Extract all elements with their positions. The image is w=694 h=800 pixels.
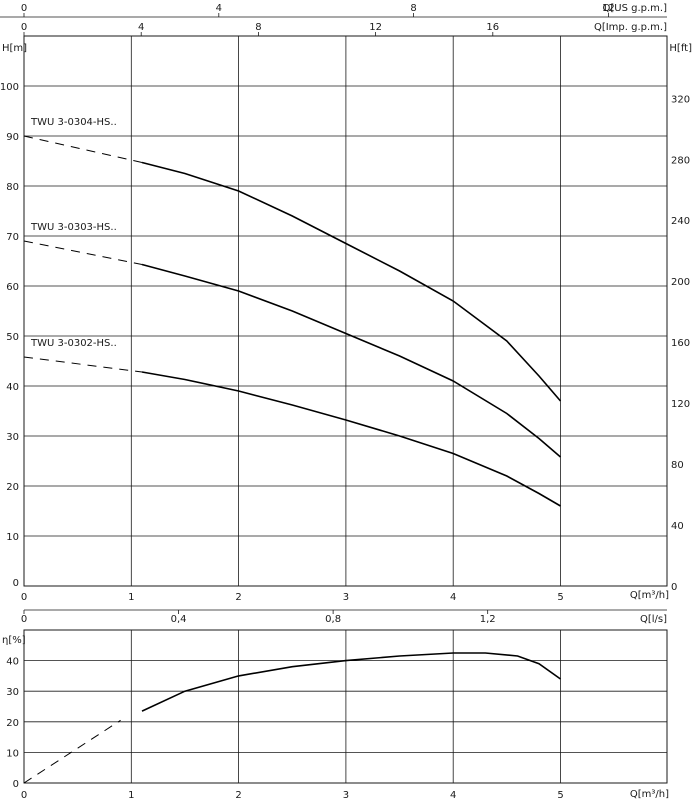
h-x-tick-label: 4 (450, 592, 456, 603)
h-y2-tick-label: 240 (671, 216, 690, 227)
h-y-tick-label: 100 (0, 82, 19, 93)
ls-axis-label: Q[l/s] (640, 614, 667, 625)
us-gpm-tick-label: 12 (602, 3, 615, 14)
eta-y-tick-label: 0 (13, 779, 19, 790)
h-y2-tick-label: 320 (671, 94, 690, 105)
h-y-tick-label: 20 (6, 482, 19, 493)
eta-x-tick-label: 5 (557, 790, 563, 800)
eta-curve-series-0 (141, 652, 561, 712)
h-x-axis-label: Q[m³/h] (630, 590, 669, 601)
h-y2-tick-label: 200 (671, 277, 690, 288)
h-y-tick-label: 10 (6, 532, 19, 543)
eta-x-tick-label: 3 (343, 790, 349, 800)
h-curve-series-0 (141, 161, 562, 402)
eta-plot-frame (23, 629, 668, 784)
h-y2-axis-label: H[ft] (669, 43, 692, 54)
imp-gpm-axis-label: Q[Imp. g.p.m.] (594, 22, 667, 33)
eta-x-tick-label: 0 (21, 790, 27, 800)
ls-tick-label: 0,4 (171, 614, 187, 625)
imp-gpm-tick-label: 4 (138, 22, 144, 33)
h-y-tick-label: 50 (6, 332, 19, 343)
eta-x-tick-label: 2 (235, 790, 241, 800)
h-y2-tick-label: 120 (671, 399, 690, 410)
eta-x-axis-label: Q[m³/h] (630, 789, 669, 800)
us-gpm-axis-label: Q[US g.p.m.] (603, 3, 668, 14)
frame-layer (0, 13, 668, 784)
h-x-tick-label: 0 (21, 592, 27, 603)
eta-x-tick-label: 4 (450, 790, 456, 800)
h-series-label: TWU 3-0303-HS.. (30, 222, 117, 233)
h-curve-extrapolation-2 (23, 356, 143, 373)
h-x-tick-label: 3 (343, 592, 349, 603)
ls-tick-label: 0 (21, 614, 27, 625)
h-y2-tick-label: 80 (671, 460, 684, 471)
labels-layer: 1020304050607080901000012345048121620Q[U… (0, 3, 692, 800)
eta-y-tick-label: 40 (6, 657, 19, 668)
h-y2-tick-label: 40 (671, 521, 684, 532)
h-series-label: TWU 3-0302-HS.. (30, 338, 117, 349)
h-curve-extrapolation-0 (23, 135, 143, 163)
eta-y-tick-label: 10 (6, 748, 19, 759)
h-series-label: TWU 3-0304-HS.. (30, 117, 117, 128)
h-y2-tick-label: 0 (671, 582, 677, 593)
eta-x-tick-label: 1 (128, 790, 134, 800)
h-x-tick-label: 1 (128, 592, 134, 603)
h-y-tick-label: 70 (6, 232, 19, 243)
curves-layer (23, 135, 562, 784)
eta-curve-extrapolation-0 (23, 719, 121, 784)
h-curve-extrapolation-1 (23, 240, 143, 265)
imp-gpm-tick-label: 8 (255, 22, 261, 33)
h-curve-series-1 (141, 263, 562, 458)
eta-y-tick-label: 30 (6, 687, 19, 698)
h-y-tick-label: 30 (6, 432, 19, 443)
h-y-tick-label: 0 (13, 578, 19, 589)
h-x-tick-label: 2 (235, 592, 241, 603)
h-curve-series-2 (141, 371, 561, 507)
h-x-tick-label: 5 (557, 592, 563, 603)
grid-layer (24, 35, 667, 784)
us-gpm-tick-label: 8 (410, 3, 416, 14)
imp-gpm-tick-label: 12 (369, 22, 382, 33)
h-y-tick-label: 60 (6, 282, 19, 293)
h-y2-tick-label: 280 (671, 155, 690, 166)
ls-tick-label: 0,8 (325, 614, 341, 625)
us-gpm-tick-label: 4 (216, 3, 222, 14)
h-y-axis-label: H[m] (2, 43, 27, 54)
h-plot-frame (23, 35, 668, 587)
eta-y-axis-label: η[%] (2, 635, 26, 646)
h-y2-tick-label: 160 (671, 338, 690, 349)
eta-y-tick-label: 20 (6, 718, 19, 729)
us-gpm-tick-label: 0 (21, 3, 27, 14)
h-y-tick-label: 90 (6, 132, 19, 143)
h-y-tick-label: 40 (6, 382, 19, 393)
ls-tick-label: 1,2 (480, 614, 496, 625)
imp-gpm-tick-label: 0 (21, 22, 27, 33)
imp-gpm-tick-label: 16 (486, 22, 499, 33)
h-y-tick-label: 80 (6, 182, 19, 193)
